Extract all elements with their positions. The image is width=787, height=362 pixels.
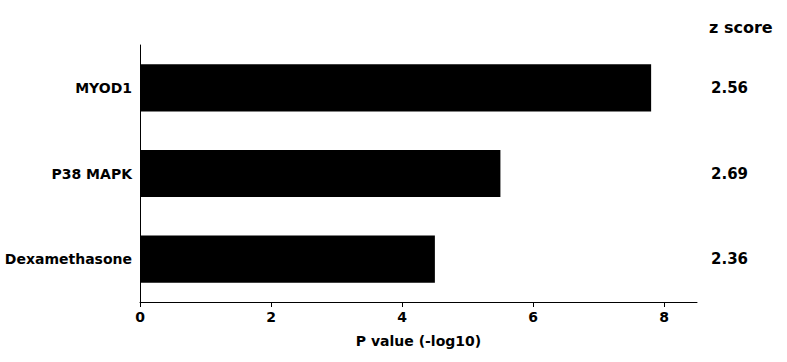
svg-text:4: 4 [397, 309, 407, 325]
svg-text:2.69: 2.69 [711, 165, 748, 183]
svg-text:Dexamethasone: Dexamethasone [5, 251, 132, 267]
svg-text:8: 8 [659, 309, 669, 325]
svg-text:0: 0 [135, 309, 145, 325]
svg-text:2.56: 2.56 [711, 79, 748, 97]
svg-text:P value (-log10): P value (-log10) [356, 333, 481, 349]
svg-text:MYOD1: MYOD1 [75, 80, 132, 96]
svg-text:z score: z score [709, 18, 773, 37]
svg-text:P38 MAPK: P38 MAPK [52, 166, 134, 182]
svg-text:2.36: 2.36 [711, 250, 748, 268]
svg-text:2: 2 [266, 309, 276, 325]
svg-text:6: 6 [528, 309, 538, 325]
